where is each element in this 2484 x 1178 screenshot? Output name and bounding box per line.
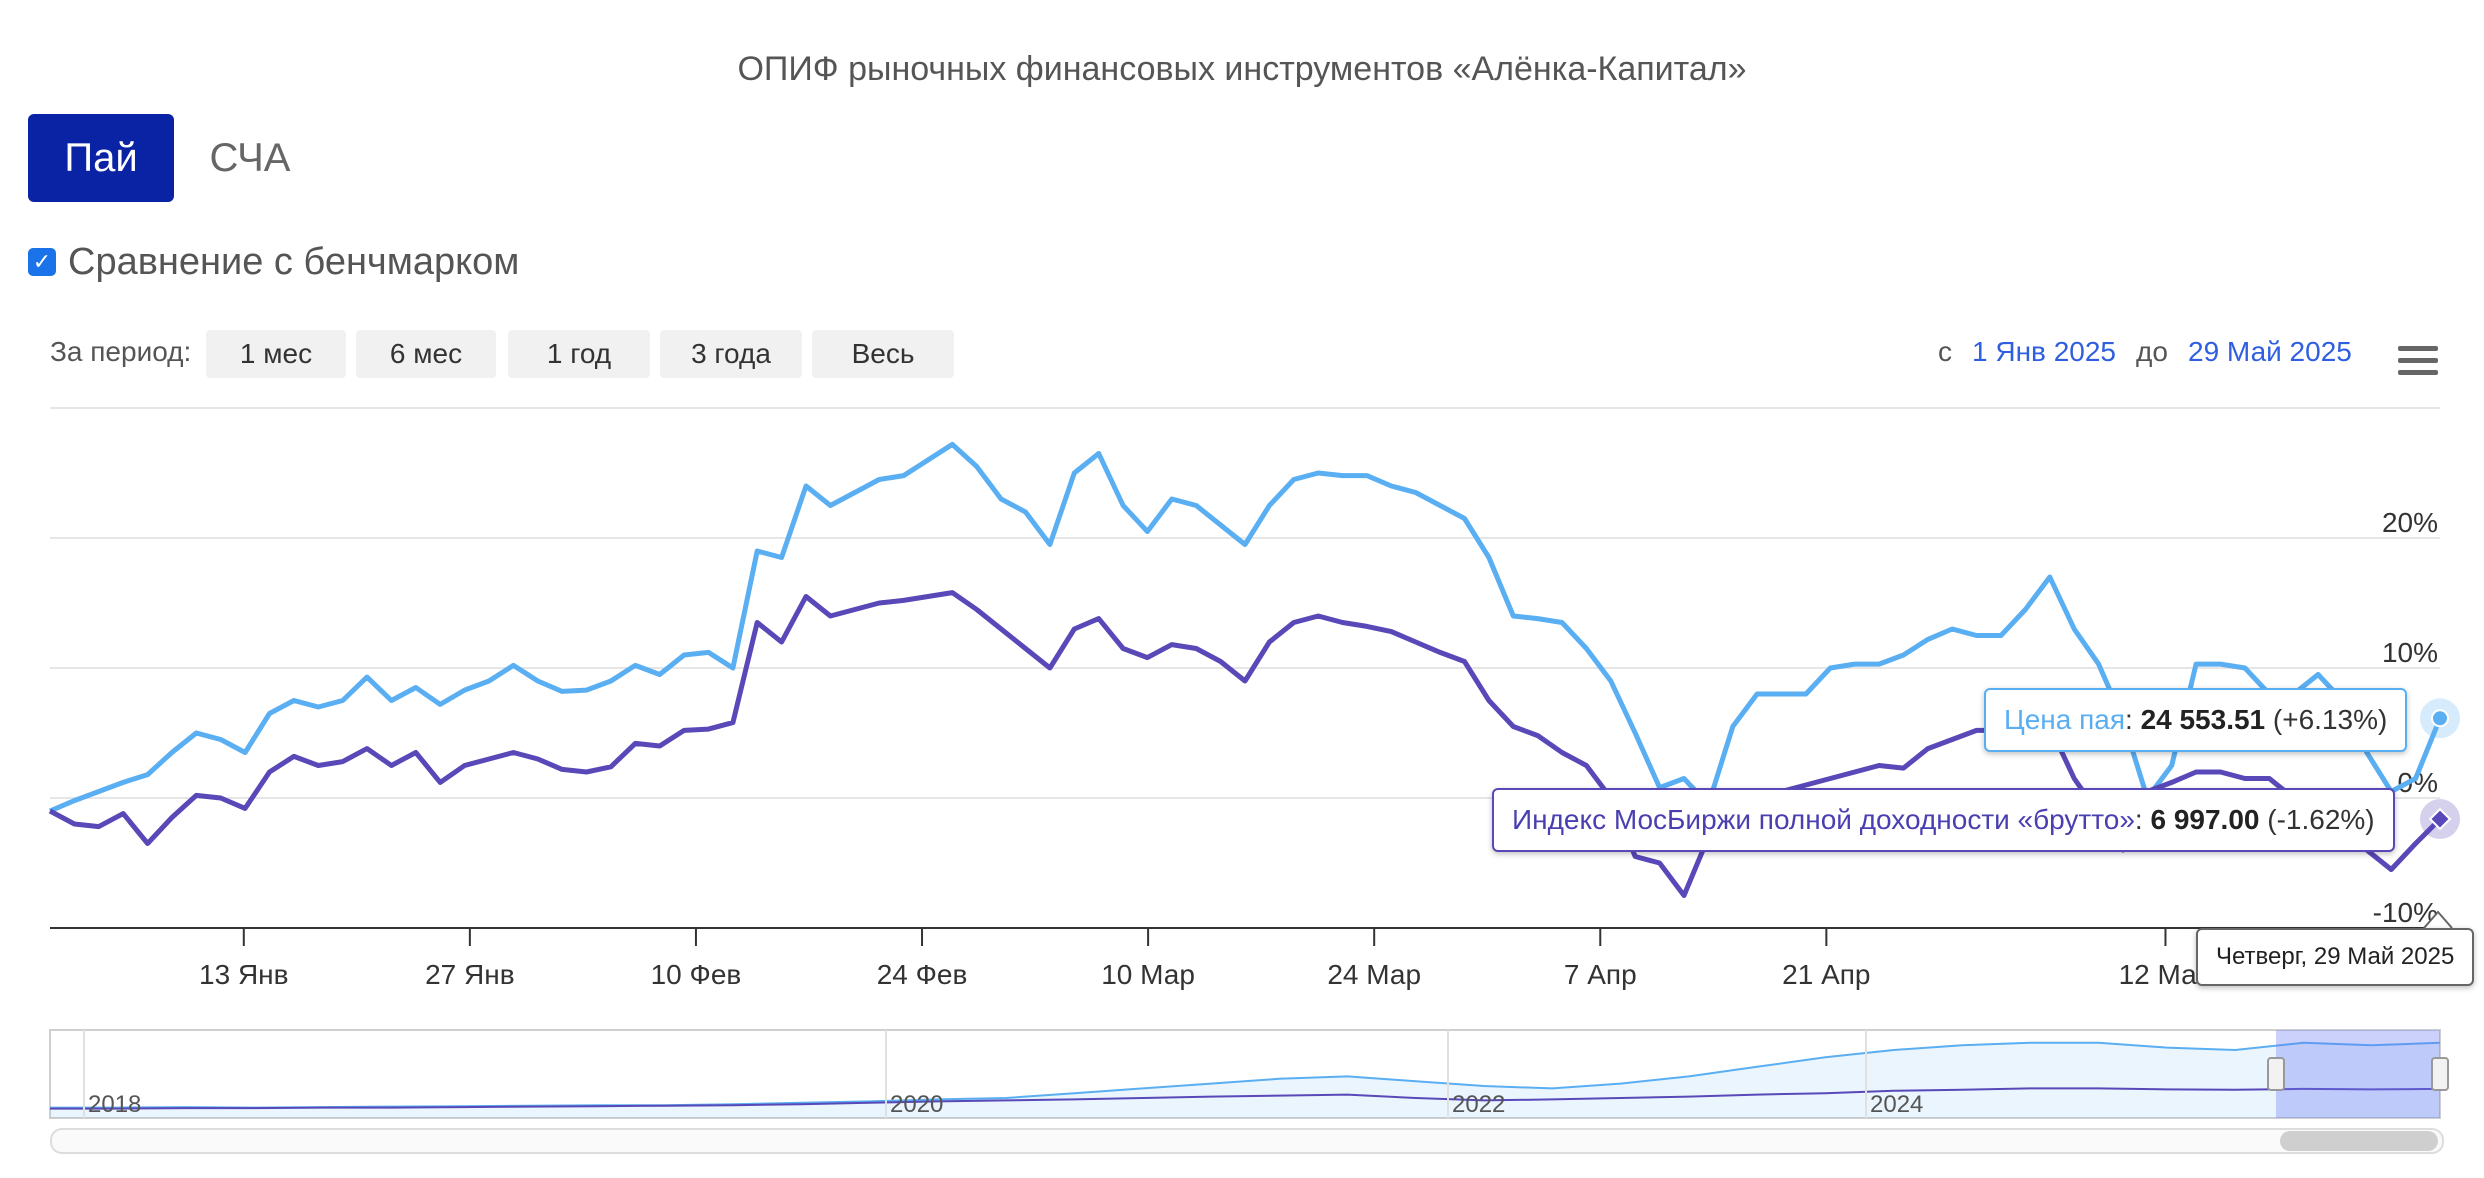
unit-tooltip-value: 24 553.51 bbox=[2140, 704, 2266, 735]
benchmark-tooltip-name: Индекс МосБиржи полной доходности «брутт… bbox=[1512, 804, 2135, 835]
navigator-year-label: 2020 bbox=[890, 1091, 943, 1118]
benchmark-tooltip-colon: : bbox=[2134, 804, 2151, 835]
from-date-input[interactable]: 1 Янв 2025 bbox=[1972, 336, 2116, 367]
period-label: За период: bbox=[50, 336, 192, 367]
period-1m-button[interactable]: 1 мес bbox=[206, 330, 346, 378]
x-tick-label: 13 Янв bbox=[199, 959, 288, 990]
benchmark-tooltip-value: 6 997.00 bbox=[2150, 804, 2260, 835]
x-tick-label: 21 Апр bbox=[1782, 959, 1870, 990]
x-tick-label: 10 Фев bbox=[651, 959, 742, 990]
x-tick-label: 7 Апр bbox=[1564, 959, 1637, 990]
navigator-selection bbox=[2276, 1030, 2440, 1118]
period-6m-button[interactable]: 6 мес bbox=[356, 330, 496, 378]
benchmark-checkbox[interactable]: ✓ bbox=[28, 248, 56, 276]
from-label: с bbox=[1938, 336, 1952, 367]
period-3y-button[interactable]: 3 года bbox=[660, 330, 802, 378]
benchmark-label: Сравнение с бенчмарком bbox=[68, 240, 520, 283]
tab-unit[interactable]: Пай bbox=[28, 114, 174, 202]
unit-tooltip-change: (+6.13%) bbox=[2272, 704, 2388, 735]
navigator-year-label: 2022 bbox=[1452, 1091, 1505, 1118]
navigator-year-label: 2024 bbox=[1870, 1091, 1923, 1118]
navigator-benchmark-line bbox=[50, 1087, 2441, 1110]
unit-tooltip-name: Цена пая bbox=[2004, 704, 2125, 735]
x-tick-label: 24 Фев bbox=[877, 959, 968, 990]
benchmark-tooltip-change: (-1.62%) bbox=[2267, 804, 2375, 835]
navigator-year-label: 2018 bbox=[88, 1091, 141, 1118]
navigator-unit-area bbox=[50, 1042, 2440, 1118]
benchmark-tooltip: Индекс МосБиржи полной доходности «брутт… bbox=[1492, 788, 2395, 852]
date-tooltip: Четверг, 29 Май 2025 bbox=[2196, 928, 2475, 986]
unit-tooltip-colon: : bbox=[2125, 704, 2141, 735]
unit-price-line bbox=[49, 441, 2443, 814]
x-tick-label: 10 Мар bbox=[1101, 959, 1195, 990]
hamburger-icon[interactable] bbox=[2398, 346, 2438, 376]
scrollbar-thumb[interactable] bbox=[2280, 1131, 2438, 1151]
benchmark-toggle[interactable]: ✓ Сравнение с бенчмарком bbox=[28, 240, 519, 284]
navigator-left-handle bbox=[2267, 1057, 2285, 1091]
date-tooltip-pointer bbox=[2423, 910, 2453, 929]
unit-price-point bbox=[2431, 709, 2449, 728]
to-label: до bbox=[2136, 336, 2168, 367]
navigator-right-handle bbox=[2431, 1057, 2449, 1091]
fund-title: ОПИФ рыночных финансовых инструментов «А… bbox=[737, 50, 1747, 88]
period-all-button[interactable]: Весь bbox=[812, 330, 954, 378]
tab-nav[interactable]: СЧА bbox=[209, 136, 291, 180]
unit-tooltip: Цена пая: 24 553.51 (+6.13%) bbox=[1984, 688, 2408, 752]
y-tick-label: 20% bbox=[2382, 507, 2438, 538]
period-1y-button[interactable]: 1 год bbox=[508, 330, 650, 378]
x-tick-label: 27 Янв bbox=[425, 959, 514, 990]
y-tick-label: -10% bbox=[2373, 897, 2438, 928]
y-tick-label: 10% bbox=[2382, 637, 2438, 668]
x-tick-label: 24 Мар bbox=[1327, 959, 1421, 990]
navigator-scrollbar[interactable] bbox=[50, 1128, 2444, 1154]
benchmark-point bbox=[2428, 807, 2452, 831]
to-date-input[interactable]: 29 Май 2025 bbox=[2188, 336, 2352, 367]
